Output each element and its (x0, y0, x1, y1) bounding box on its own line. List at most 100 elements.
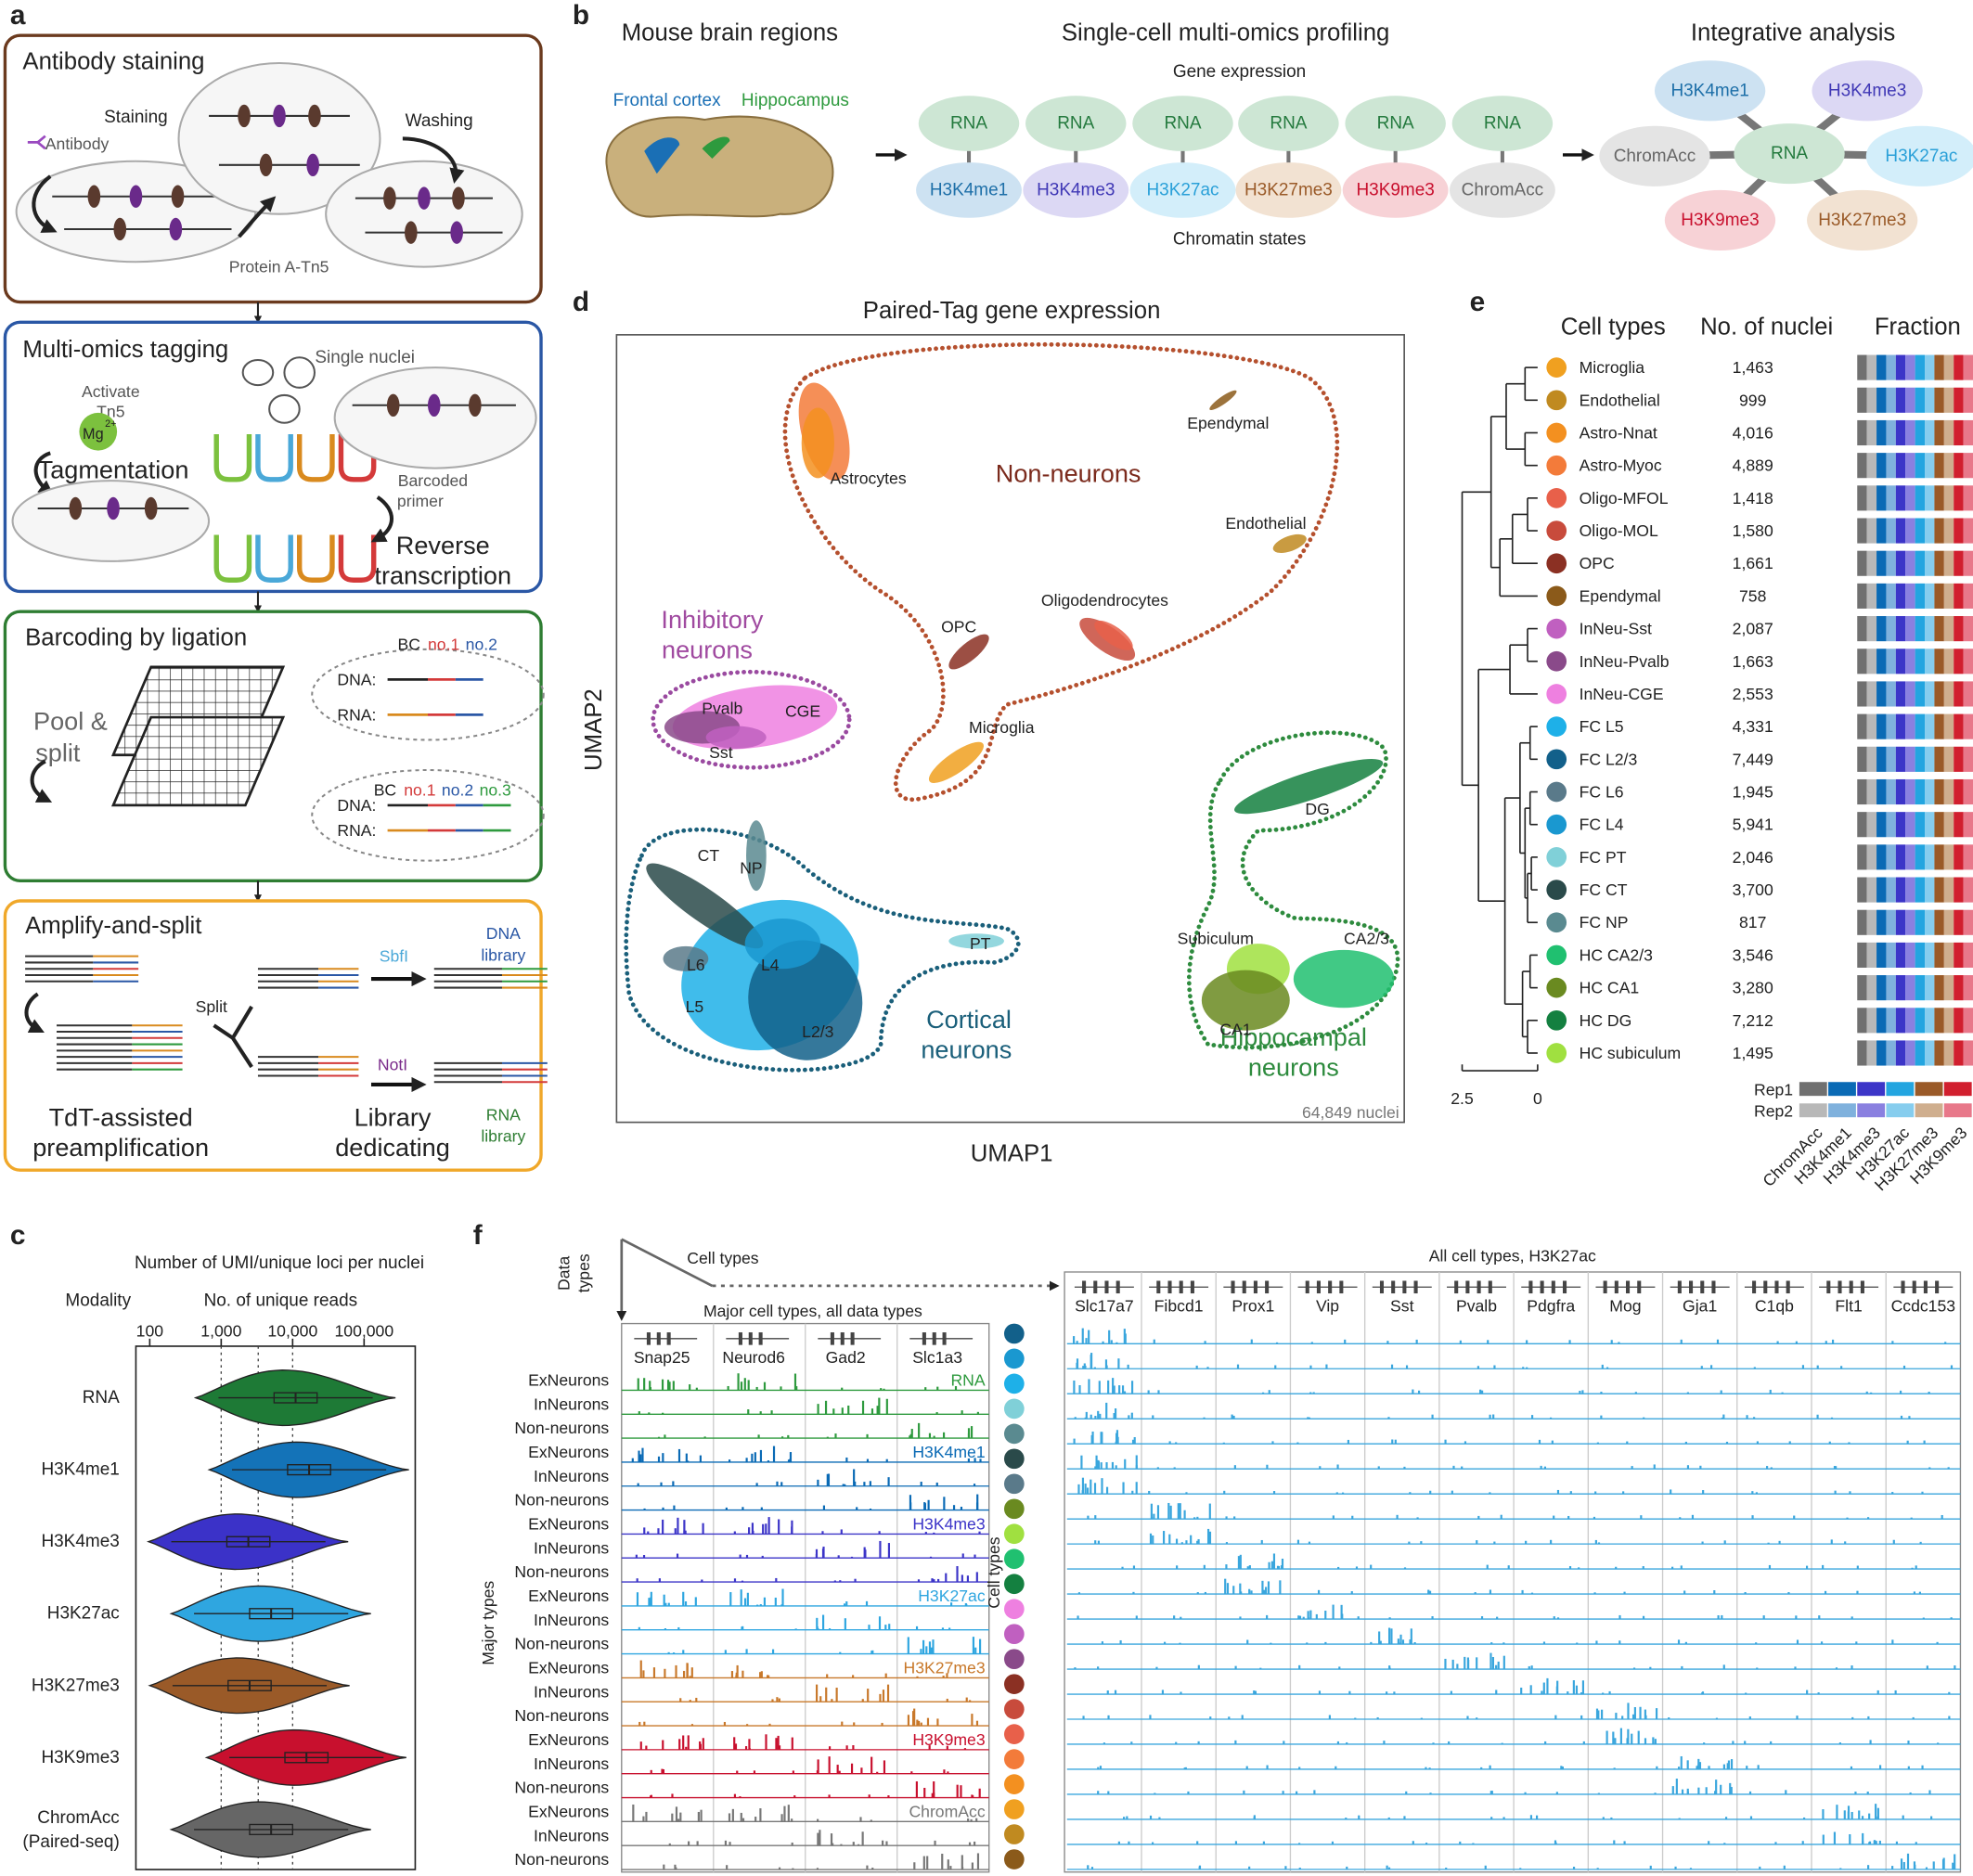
signal-peak (679, 1698, 682, 1703)
signal-peak (1153, 1513, 1155, 1520)
signal-peak (1284, 1866, 1287, 1870)
signal-peak (1128, 1841, 1130, 1844)
signal-peak (976, 1411, 979, 1415)
signal-peak (1080, 1455, 1083, 1470)
signal-peak (943, 1769, 946, 1774)
nuclei-count: 4,331 (1733, 717, 1773, 736)
signal-peak (700, 1809, 703, 1822)
signal-peak (924, 1532, 927, 1535)
signal-peak (1158, 1817, 1161, 1819)
signal-peak (662, 1740, 664, 1750)
nucleus (241, 358, 275, 387)
signal-peak (907, 1637, 909, 1654)
exon (1752, 1280, 1757, 1294)
gene-label: Sst (1390, 1297, 1414, 1316)
cluster-cloud (746, 820, 767, 892)
signal-peak (637, 1483, 639, 1486)
signal-peak (837, 1555, 840, 1559)
track-title: Major cell types, all data types (703, 1302, 922, 1320)
signal-peak (1698, 1762, 1702, 1769)
signal-peak (1477, 1366, 1479, 1369)
signal-peak (1795, 1341, 1798, 1344)
signal-peak (885, 1398, 888, 1415)
signal-peak (1391, 1439, 1394, 1445)
fraction-segment (1886, 518, 1896, 544)
signal-peak (697, 1811, 700, 1822)
signal-peak (1652, 1737, 1655, 1744)
signal-peak (866, 1433, 869, 1439)
signal-peak (1649, 1666, 1652, 1670)
signal-peak (850, 1556, 854, 1559)
signal-peak (1875, 1804, 1877, 1819)
chart-title: Number of UMI/unique loci per nuclei (135, 1253, 424, 1273)
fraction-segment (1915, 354, 1926, 380)
signal-peak (1601, 1364, 1604, 1369)
signal-peak (1895, 1841, 1899, 1844)
signal-peak (1581, 1680, 1585, 1695)
signal-peak (1405, 1791, 1408, 1794)
signal-peak (643, 1527, 646, 1535)
signal-peak (817, 1832, 819, 1846)
signal-peak (1175, 1741, 1178, 1744)
signal-peak (1942, 1857, 1945, 1870)
signal-peak (643, 1378, 646, 1391)
signal-peak (699, 1743, 702, 1750)
signal-peak (1623, 1841, 1626, 1844)
fraction-segment (1895, 550, 1906, 576)
signal-peak (1345, 1818, 1348, 1819)
nuclei-count: 2,046 (1733, 848, 1773, 867)
fraction-segment (1905, 387, 1915, 413)
signal-peak (922, 1856, 925, 1870)
signal-peak (1487, 1340, 1489, 1344)
fraction-segment (1943, 746, 1954, 772)
exon (1935, 1280, 1940, 1294)
signal-peak (751, 1453, 754, 1462)
signal-peak (662, 1507, 664, 1510)
signal-peak (1606, 1367, 1609, 1369)
step-box (3, 320, 543, 594)
signal-peak (747, 1409, 750, 1415)
nuclei-count: 3,546 (1733, 945, 1773, 964)
nuclei-count: 4,016 (1733, 423, 1773, 442)
fraction-segment (1963, 681, 1973, 707)
nuclei-count: 1,945 (1733, 783, 1773, 802)
nucleosome (129, 185, 143, 208)
fraction-segment (1915, 909, 1926, 935)
track-label: Non-neurons (514, 1706, 609, 1725)
cell-type-dot (1003, 1548, 1025, 1570)
signal-peak (887, 1477, 890, 1486)
zoom (311, 648, 545, 741)
exon (758, 1332, 763, 1345)
signal-peak (765, 1523, 767, 1535)
signal-peak (1542, 1682, 1545, 1695)
fraction-segment (1886, 681, 1896, 707)
signal-peak (975, 1572, 978, 1583)
fraction-segment (1866, 844, 1877, 870)
cell-type-dot (1003, 1423, 1025, 1445)
signal-peak (1394, 1439, 1397, 1445)
exon (1603, 1280, 1607, 1294)
fraction-segment (1876, 681, 1887, 707)
fraction-segment (1943, 713, 1954, 739)
signal-peak (1575, 1685, 1579, 1695)
signal-peak (1150, 1517, 1154, 1520)
fraction-segment (1876, 1008, 1887, 1034)
signal-peak (1541, 1690, 1543, 1695)
signal-peak (741, 1625, 744, 1630)
signal-peak (1936, 1641, 1939, 1645)
signal-peak (1582, 1741, 1585, 1744)
label: TdT-assisted (49, 1103, 193, 1132)
cell-type: Endothelial (1580, 391, 1660, 409)
signal-peak (974, 1647, 977, 1654)
signal-peak (1078, 1384, 1081, 1394)
signal-peak (1082, 1366, 1085, 1369)
signal-peak (1397, 1638, 1399, 1645)
signal-peak (1915, 1565, 1917, 1570)
group-label: Cortical (926, 1005, 1012, 1034)
signal-peak (1111, 1461, 1115, 1470)
signal-peak (643, 1508, 646, 1510)
signal-peak (683, 1520, 686, 1535)
signal-peak (1732, 1741, 1734, 1744)
signal-peak (664, 1434, 666, 1439)
signal-peak (1271, 1441, 1274, 1445)
